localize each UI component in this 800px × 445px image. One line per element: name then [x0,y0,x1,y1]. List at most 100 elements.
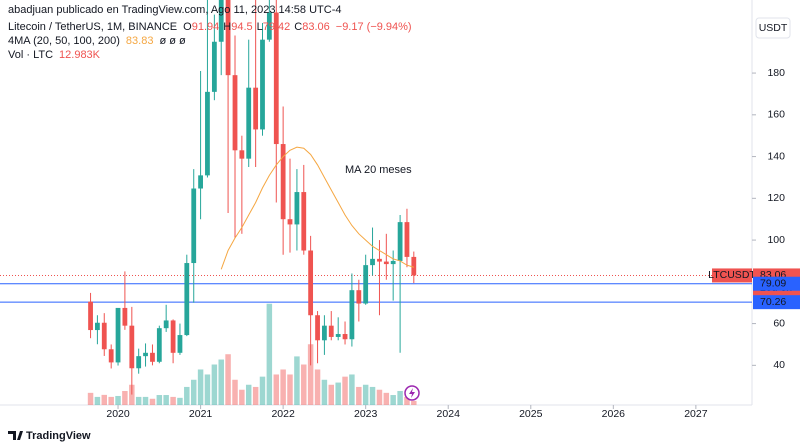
candle-body [239,150,245,159]
ohlc-letter: C [294,21,302,33]
candle-body [280,144,286,220]
candle-body [122,307,128,326]
volume-bar [218,359,224,405]
candle-body [301,192,307,251]
y-tick-label: 100 [767,234,785,246]
candle-body [370,258,375,266]
vol-legend: Vol · LTC 12.983K [8,49,101,61]
x-tick-label: 2021 [189,408,213,420]
candle-body [198,175,203,189]
candle-body [404,222,410,257]
candle-body [253,87,259,130]
y-tick-label: 160 [767,109,785,121]
candle-body [143,352,148,357]
volume-bar [328,384,335,405]
volume-bar [170,396,176,405]
ohlc-letter: O [183,21,192,33]
candle-body [191,188,197,264]
candle-body [356,290,362,304]
ma-name: 4MA (20, 50, 100, 200) [8,35,120,47]
candle-body [308,250,314,316]
volume-bar [273,374,280,405]
y-tick-label: 40 [773,359,785,371]
candle-body [156,328,162,362]
candle-body [88,301,93,331]
candle-body [177,335,183,353]
candle-body [287,219,293,225]
volume-bar [314,369,321,405]
volume-bar [362,384,369,405]
volume-bar [245,384,252,405]
ma-value: 83.83 [126,35,154,47]
brand-logo [8,431,23,440]
ticker-label: LTCUSDT [708,269,756,281]
volume-bar [376,389,383,405]
volume-bar [280,369,286,405]
candle-body [390,260,396,265]
symbol: Litecoin / TetherUS, 1M, BINANCE [8,21,177,33]
volume-bar [204,374,211,405]
volume-bar [404,396,410,405]
candle-body [335,334,341,337]
candle-body [383,261,389,265]
overlay: abadjuan publicado en TradingView.com, A… [8,4,800,442]
volume-bar [294,356,300,405]
candle-body [411,256,417,276]
volume-bar [94,396,101,405]
volume-bar [321,379,328,405]
volume-bar [101,394,107,405]
candle-body [273,12,279,145]
volume-bar [232,379,238,405]
volume-bar [356,386,362,405]
candle-body [328,325,334,337]
volume-bar [342,376,348,405]
volume-bar [390,395,396,405]
candle-body [225,0,231,76]
candle-body [363,265,369,304]
hline-price: 79.09 [760,278,786,290]
candle-body [163,320,169,329]
x-tick-label: 2022 [271,408,295,420]
volume-bar [266,303,273,405]
candle-body [95,322,100,331]
ma-legend: 4MA (20, 50, 100, 200) 83.83 ø ø ø [8,35,186,47]
symbol-legend: Litecoin / TetherUS, 1M, BINANCE O91.94 H9… [8,21,412,33]
volume-bar [287,374,293,405]
volume-bar [239,389,245,405]
ohlc-value: 91.94 [192,21,220,33]
volume-bar [225,354,231,405]
candle-body [136,356,142,369]
x-tick-label: 2024 [437,408,461,420]
volume-bar [142,396,149,405]
y-tick-label: 120 [767,192,785,204]
y-tick-label: 180 [767,67,785,79]
volume-bar [87,392,94,405]
volume-bar [184,386,190,405]
volume-bar [135,396,142,405]
volume-bar [129,384,135,405]
y-tick-label: 140 [767,150,785,162]
ohlc-value: 94.5 [231,21,252,33]
candle-body [184,263,190,336]
candle-body [377,258,382,262]
volume-bar [369,386,376,405]
volume-bar [115,395,121,405]
currency: USDT [759,22,788,34]
currency-box[interactable] [755,17,791,39]
ohlc-value: 83.06 [302,21,330,33]
volume-bar [108,396,114,405]
candle-body [266,12,272,40]
ohlc-letter: H [223,21,231,33]
badge-icon [409,388,415,398]
candle-body [322,325,327,341]
candle-body [342,334,348,340]
candle-body [108,349,114,363]
hline-price: 70.26 [760,296,786,308]
x-tick-label: 2027 [684,408,708,420]
vol-name: Vol · LTC [8,49,53,61]
vol-value: 12.983K [59,49,101,61]
volume-bar [349,374,355,405]
volume-bar [259,376,266,405]
volume-bar [301,364,307,405]
